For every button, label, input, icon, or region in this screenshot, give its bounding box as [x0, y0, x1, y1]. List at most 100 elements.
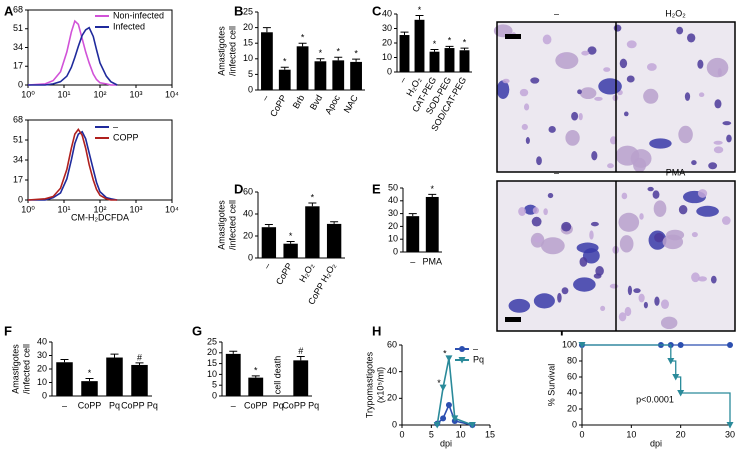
cell — [652, 190, 660, 199]
y-tick-label: 25 — [207, 336, 217, 346]
cell — [565, 129, 580, 146]
x-tick-label: – — [62, 400, 67, 410]
y-tick-label: 60 — [567, 371, 577, 381]
y-tick-label: 0 — [572, 419, 577, 429]
y-tick-label: 10 — [207, 369, 217, 379]
y-tick-label: 17 — [13, 174, 23, 184]
y-tick-label: 20 — [207, 347, 217, 357]
cell — [579, 87, 597, 100]
cell — [621, 192, 628, 200]
x-tick-label: 10³ — [129, 89, 142, 99]
y-tick-label: 0 — [387, 66, 392, 76]
cell — [696, 205, 719, 217]
cell — [626, 40, 637, 49]
error-bar — [316, 58, 325, 62]
y-tick-label: 34 — [13, 154, 23, 164]
x-tick-label: CoPP Pq — [282, 400, 319, 410]
bar — [425, 196, 439, 252]
cell — [558, 53, 564, 58]
cell — [587, 46, 597, 55]
series-line — [27, 19, 118, 86]
cell — [660, 316, 678, 330]
bar — [414, 19, 425, 72]
annotation: p<0.0001 — [636, 394, 674, 404]
cell — [638, 293, 645, 303]
y-tick-label: 15 — [243, 38, 253, 48]
y-axis-label: /infected cell — [21, 344, 31, 394]
micrograph-label: PMA — [666, 167, 686, 177]
y-tick-label: 20 — [388, 221, 398, 231]
x-tick-label: Brb — [291, 93, 307, 110]
y-tick-label: 20 — [243, 230, 253, 240]
y-tick-label: 100 — [562, 339, 577, 349]
y-tick-label: 20 — [243, 22, 253, 32]
error-bar — [60, 359, 69, 363]
y-axis-label: /infected cell — [227, 200, 237, 250]
cell — [603, 67, 611, 72]
y-tick-label: 5 — [248, 69, 253, 79]
cell — [613, 24, 622, 32]
significance-marker: * — [254, 365, 258, 375]
cell — [532, 207, 539, 215]
y-tick-label: 30 — [37, 350, 47, 360]
bar — [406, 216, 420, 252]
cell — [678, 125, 693, 144]
plot-frame — [27, 119, 173, 201]
y-tick-label: 0 — [392, 419, 397, 429]
cell — [654, 296, 660, 306]
bar — [332, 60, 345, 90]
cell — [555, 52, 579, 69]
x-tick-label: PMA — [422, 256, 442, 266]
panel-letter: A — [4, 3, 14, 18]
plot-frame — [27, 9, 173, 86]
cell — [502, 78, 510, 84]
bar — [131, 364, 148, 396]
cell — [518, 207, 526, 216]
point — [578, 342, 586, 349]
cell — [643, 301, 648, 309]
significance-marker: * — [88, 368, 92, 378]
x-tick-label: – — [231, 400, 236, 410]
cell — [654, 232, 664, 243]
y-tick-label: 17 — [13, 61, 23, 71]
cell — [643, 88, 659, 104]
point — [672, 374, 680, 381]
cell — [618, 312, 627, 322]
x-tick-label: CoPP — [78, 400, 102, 410]
cell — [697, 189, 708, 198]
cell — [561, 221, 572, 232]
micrograph-label: H₂O₂ — [665, 8, 686, 18]
y-tick-label: 51 — [13, 134, 23, 144]
legend-marker — [458, 357, 466, 364]
bar — [314, 61, 327, 90]
error-bar — [334, 56, 343, 61]
y-tick-label: 10 — [243, 53, 253, 63]
y-tick-label: 0 — [18, 79, 23, 89]
scale-bar — [505, 34, 521, 39]
cell — [687, 33, 696, 43]
series-line — [28, 130, 118, 201]
cell — [722, 121, 732, 126]
y-tick-label: 30 — [388, 208, 398, 218]
y-tick-label: 0 — [212, 390, 217, 400]
error-bar — [415, 14, 424, 20]
error-bar — [298, 42, 307, 47]
cell — [627, 285, 633, 296]
bar — [261, 32, 273, 90]
x-tick-label: CoPP — [268, 93, 288, 118]
y-tick-label: 40 — [37, 336, 47, 346]
point — [727, 342, 733, 348]
x-tick-label: 10³ — [129, 204, 142, 214]
y-axis-label: % Survival — [546, 364, 556, 407]
error-bar — [280, 66, 289, 70]
cell — [576, 242, 599, 254]
legend-label: Infected — [113, 21, 145, 31]
y-tick-label: 0 — [42, 390, 47, 400]
cell — [589, 230, 594, 240]
significance-marker: * — [430, 184, 434, 194]
y-tick-label: 20 — [567, 403, 577, 413]
bar — [278, 69, 291, 90]
x-tick-label: 10⁰ — [21, 204, 35, 214]
cell — [697, 59, 704, 69]
point — [439, 384, 447, 392]
